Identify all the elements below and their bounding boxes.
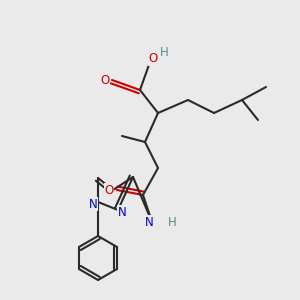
Text: N: N bbox=[88, 197, 98, 211]
Text: H: H bbox=[160, 46, 168, 59]
Text: O: O bbox=[148, 52, 158, 65]
Text: H: H bbox=[168, 215, 176, 229]
Text: N: N bbox=[118, 206, 126, 218]
Text: O: O bbox=[100, 74, 109, 86]
Text: N: N bbox=[145, 215, 153, 229]
Text: O: O bbox=[104, 184, 114, 196]
